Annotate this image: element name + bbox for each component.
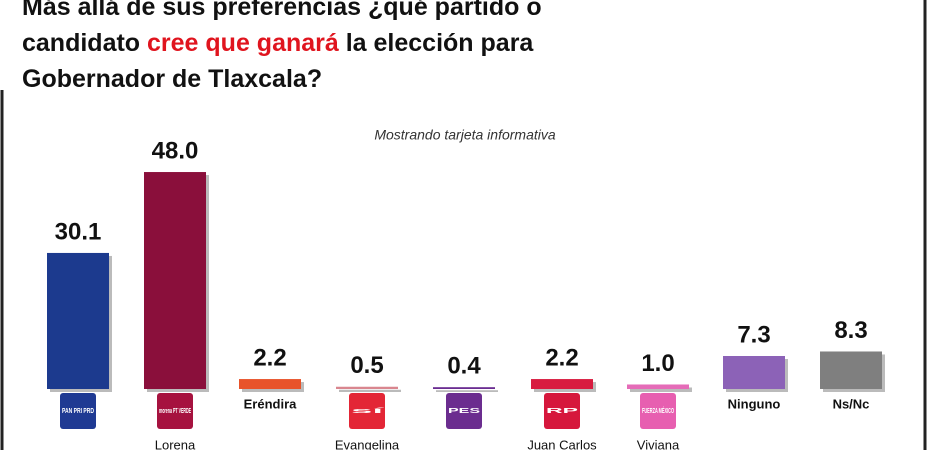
title-segment: Gobernador de Tlaxcala? [22, 65, 322, 93]
x-tick-label: Ninguno [728, 396, 781, 411]
title-segment: cree que ganará [147, 29, 339, 57]
title-segment: la elección para [339, 29, 535, 57]
chart-title: Más allá de sus preferencias ¿qué partid… [22, 0, 542, 21]
title-segment: candidato [22, 29, 147, 57]
bar [47, 252, 109, 389]
logo-text: morena PT VERDE [159, 408, 191, 415]
value-label: 2.2 [253, 344, 286, 371]
value-label: 30.1 [55, 218, 102, 245]
x-tick-label: Juan Carlos [527, 437, 597, 450]
x-tick-label: Ns/Nc [833, 396, 870, 411]
x-tick-label: Eréndira [244, 396, 298, 411]
bar [820, 351, 882, 389]
bar [433, 387, 495, 389]
bar-shadow [436, 390, 498, 392]
chart-title: candidato cree que ganará la elección pa… [22, 29, 534, 57]
bar-shadow [339, 389, 401, 392]
logo [544, 393, 580, 429]
logo-text: FUERZA MÉXICO [642, 406, 674, 415]
logo [446, 393, 482, 429]
subtitle: Mostrando tarjeta informativa [374, 127, 556, 143]
chart-title: Gobernador de Tlaxcala? [22, 65, 322, 93]
value-label: 0.5 [350, 352, 383, 379]
logo-text: PAN PRI PRD [62, 408, 94, 415]
logo [349, 393, 385, 429]
value-label: 7.3 [737, 321, 770, 348]
logo [60, 393, 96, 429]
x-tick-label: Evangelina [335, 437, 400, 450]
logo-text: sí [351, 408, 389, 415]
logo-text: PES [448, 408, 481, 415]
x-tick-label: Viviana [637, 437, 680, 450]
value-label: 2.2 [545, 344, 578, 371]
bar [531, 379, 593, 389]
title-segment: Más allá de sus preferencias ¿qué partid… [22, 0, 542, 21]
bar-shadow [630, 387, 692, 392]
value-label: 0.4 [447, 353, 481, 380]
logo [157, 393, 193, 429]
logo-text: RP [546, 408, 579, 415]
bar [336, 386, 398, 389]
bar [239, 379, 301, 389]
x-tick-label: Lorena [155, 437, 196, 450]
value-label: 48.0 [152, 137, 199, 164]
value-label: 1.0 [641, 350, 674, 377]
value-label: 8.3 [834, 317, 867, 344]
bar [144, 172, 206, 389]
bar [627, 384, 689, 389]
bar [723, 356, 785, 389]
logo [640, 393, 676, 429]
